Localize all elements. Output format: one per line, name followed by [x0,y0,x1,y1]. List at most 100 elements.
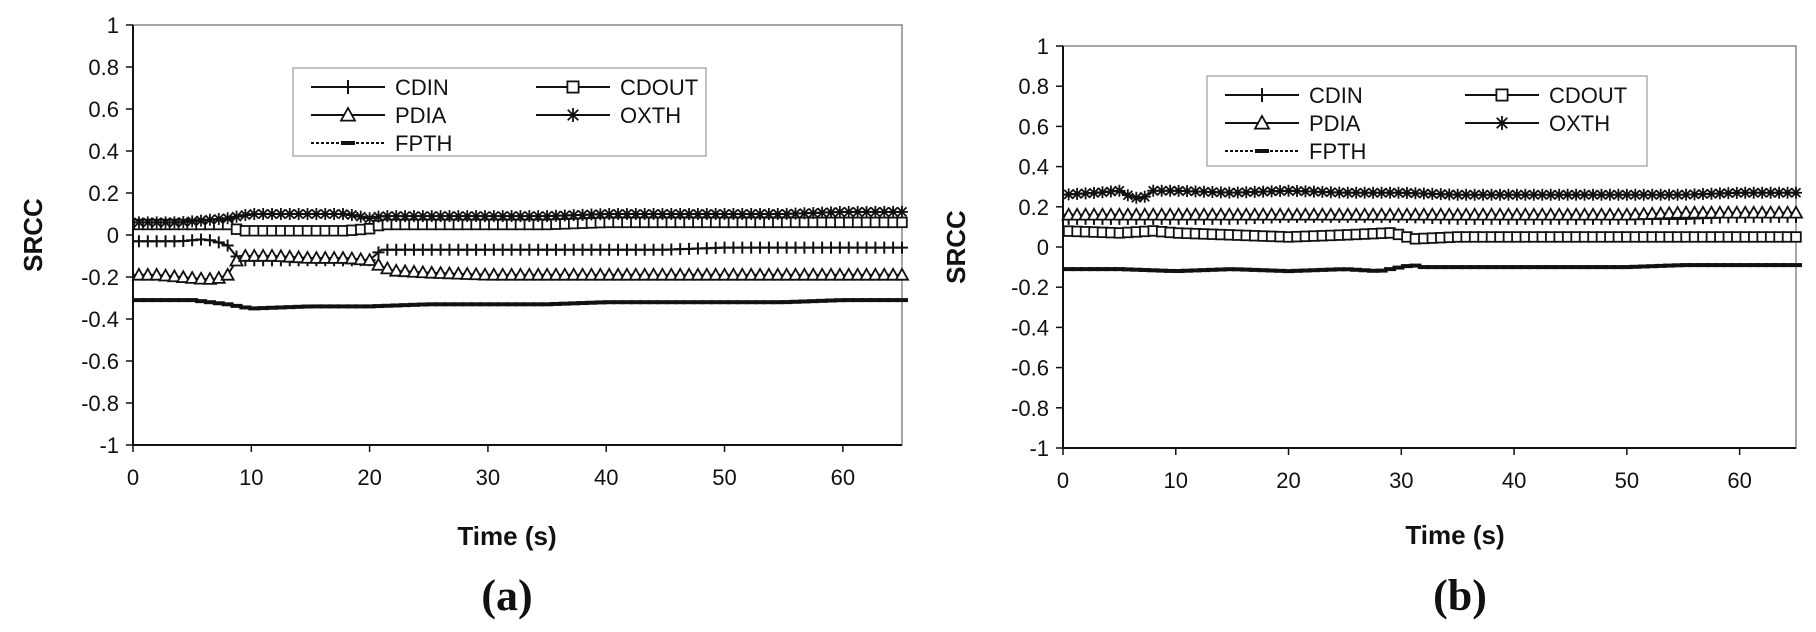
data-point-pdia [575,267,591,281]
data-point-fpth [1384,267,1397,272]
data-point-pdia [326,250,342,264]
series-pdia [1061,204,1804,221]
data-point-pdia [743,267,759,281]
legend-marker [341,141,355,145]
data-point-fpth [1603,265,1616,270]
data-point-fpth [310,304,323,309]
data-point-pdia [521,267,537,281]
data-point-fpth [478,302,491,307]
y-tick-label: 0.4 [88,139,119,164]
data-point-fpth [1434,265,1447,270]
y-tick-label: 0.4 [1018,155,1049,180]
data-point-oxth [248,208,261,220]
data-point-oxth [1426,187,1439,200]
data-point-oxth [789,207,802,220]
data-point-fpth [1426,265,1439,270]
data-point-fpth [1544,265,1557,270]
data-point-pdia [308,250,324,264]
legend-marker [1255,149,1269,153]
data-point-fpth [1417,265,1430,270]
data-point-fpth [328,304,341,309]
data-point-pdia [690,267,706,281]
data-point-fpth [665,300,678,305]
data-point-pdia [752,267,768,281]
data-point-oxth [1104,185,1117,198]
data-point-oxth [1696,188,1709,201]
data-point-fpth [159,298,172,303]
data-point-pdia [637,267,653,281]
data-point-fpth [1570,265,1583,270]
data-point-fpth [177,298,190,303]
data-point-pdia [876,267,892,281]
series-oxth [1062,184,1802,204]
data-point-fpth [896,298,908,303]
data-point-oxth [691,208,704,220]
legend: CDIN CDOUT PDIA OXTH FPTH [292,67,707,157]
data-point-fpth [416,302,429,307]
y-tick-label: -0.6 [81,349,119,374]
data-point-fpth [745,300,758,305]
data-point-pdia [779,267,795,281]
data-point-pdia [486,267,502,281]
data-point-oxth [1214,186,1227,199]
data-point-fpth [1265,268,1278,273]
data-point-oxth [1062,188,1075,201]
data-point-fpth [168,298,181,303]
data-point-fpth [1764,263,1777,268]
data-point-fpth [1730,263,1743,268]
data-point-oxth [1113,184,1126,197]
data-point-pdia [823,267,839,281]
data-point-fpth [266,305,279,310]
data-point-oxth [1274,185,1287,198]
x-tick-label: 50 [712,465,736,490]
x-tick-label: 0 [127,465,139,490]
data-point-oxth [354,210,367,223]
data-point-oxth [700,208,713,220]
data-point-fpth [1113,267,1126,272]
data-point-fpth [1493,265,1506,270]
data-point-pdia [433,265,449,279]
data-point-oxth [1654,188,1667,201]
data-point-pdia [628,267,644,281]
data-point-fpth [212,301,225,306]
data-point-fpth [558,301,571,306]
data-point-oxth [141,216,154,229]
data-point-fpth [585,300,598,305]
data-point-pdia [370,257,387,271]
data-point-oxth [266,208,279,220]
data-point-fpth [1231,267,1244,272]
data-point-fpth [878,298,891,303]
data-point-oxth [532,210,545,223]
data-point-pdia [814,267,830,281]
data-point-oxth [1553,188,1566,201]
data-point-oxth [478,210,491,223]
data-point-pdia [548,267,564,281]
x-tick-label: 40 [594,465,618,490]
data-point-oxth [1536,188,1549,201]
data-point-fpth [336,304,349,309]
data-point-fpth [221,302,234,307]
legend-label: OXTH [620,103,681,128]
data-point-oxth [1206,186,1219,199]
data-point-oxth [292,208,305,220]
data-point-fpth [638,300,651,305]
data-point-oxth [203,213,216,226]
legend-marker [1495,88,1509,102]
data-point-fpth [656,300,669,305]
data-point-fpth [789,299,802,304]
data-point-oxth [674,208,687,220]
data-point-pdia [619,267,635,281]
data-point-fpth [1257,268,1270,273]
data-point-oxth [1578,188,1591,201]
legend-entry-pdia: PDIA [311,103,447,128]
data-point-fpth [736,300,749,305]
data-point-oxth [549,209,562,222]
data-point-oxth [1502,188,1515,201]
data-point-fpth [691,300,704,305]
data-point-pdia [681,267,697,281]
data-point-fpth [1358,268,1371,273]
data-point-oxth [1071,187,1084,200]
data-point-fpth [1223,267,1236,272]
data-point-fpth [1214,267,1227,272]
x-tick-label: 20 [1276,468,1300,493]
